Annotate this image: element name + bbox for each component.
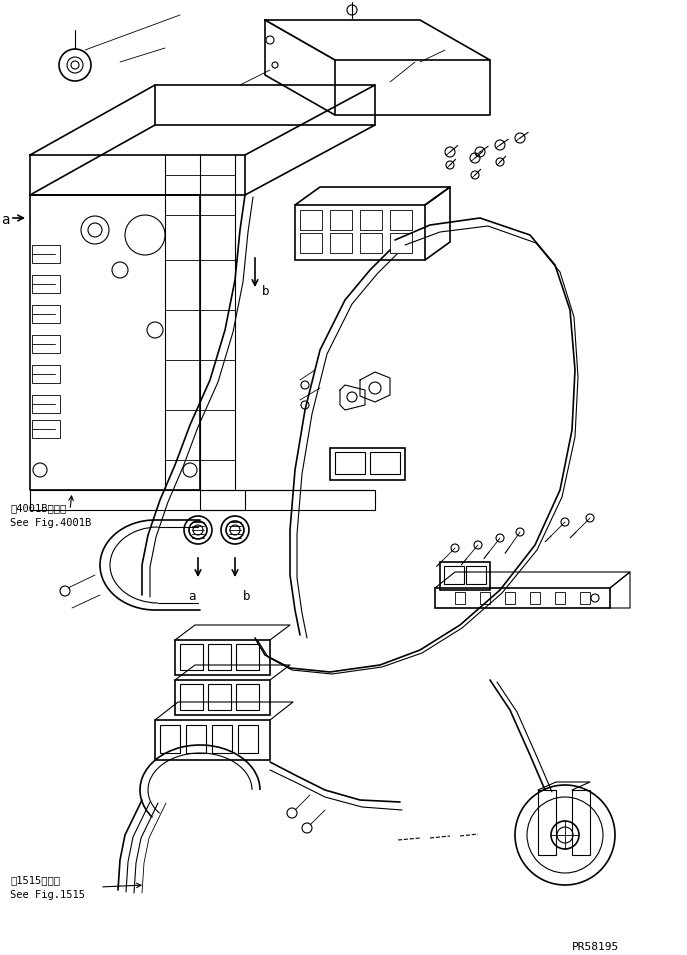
Bar bbox=[212, 725, 232, 753]
Bar bbox=[32, 335, 60, 353]
Text: 第4001B図参照: 第4001B図参照 bbox=[10, 503, 66, 513]
Bar bbox=[370, 452, 400, 474]
Bar bbox=[32, 305, 60, 323]
Bar bbox=[505, 592, 515, 604]
Bar bbox=[455, 592, 465, 604]
Bar bbox=[238, 725, 258, 753]
Bar bbox=[208, 644, 231, 670]
Bar bbox=[335, 452, 365, 474]
Bar bbox=[300, 210, 322, 230]
Bar bbox=[180, 684, 203, 710]
Text: 第1515図参照: 第1515図参照 bbox=[10, 875, 60, 885]
Text: a: a bbox=[188, 590, 196, 603]
Bar bbox=[175, 640, 270, 675]
Bar bbox=[480, 592, 490, 604]
Bar bbox=[32, 420, 60, 438]
Bar bbox=[330, 448, 405, 480]
Bar bbox=[440, 562, 490, 590]
Bar bbox=[32, 275, 60, 293]
Bar bbox=[360, 233, 382, 253]
Bar bbox=[466, 566, 486, 584]
Bar bbox=[538, 790, 556, 855]
Bar bbox=[330, 210, 352, 230]
Bar bbox=[180, 644, 203, 670]
Bar bbox=[155, 720, 270, 760]
Text: PR58195: PR58195 bbox=[572, 942, 619, 952]
Bar bbox=[572, 790, 590, 855]
Bar bbox=[300, 233, 322, 253]
Text: a: a bbox=[1, 213, 9, 227]
Text: b: b bbox=[243, 590, 251, 603]
Text: See Fig.4001B: See Fig.4001B bbox=[10, 518, 91, 528]
Bar bbox=[236, 644, 259, 670]
Bar bbox=[390, 233, 412, 253]
Text: See Fig.1515: See Fig.1515 bbox=[10, 890, 85, 900]
Bar bbox=[580, 592, 590, 604]
Bar bbox=[330, 233, 352, 253]
Bar bbox=[444, 566, 464, 584]
Bar bbox=[360, 210, 382, 230]
Bar bbox=[32, 395, 60, 413]
Bar bbox=[32, 365, 60, 383]
Bar bbox=[435, 588, 610, 608]
Bar bbox=[175, 680, 270, 715]
Bar bbox=[555, 592, 565, 604]
Bar bbox=[295, 205, 425, 260]
Text: b: b bbox=[262, 285, 269, 298]
Bar bbox=[186, 725, 206, 753]
Bar bbox=[530, 592, 540, 604]
Bar bbox=[208, 684, 231, 710]
Bar bbox=[32, 245, 60, 263]
Bar bbox=[390, 210, 412, 230]
Bar bbox=[160, 725, 180, 753]
Bar bbox=[236, 684, 259, 710]
